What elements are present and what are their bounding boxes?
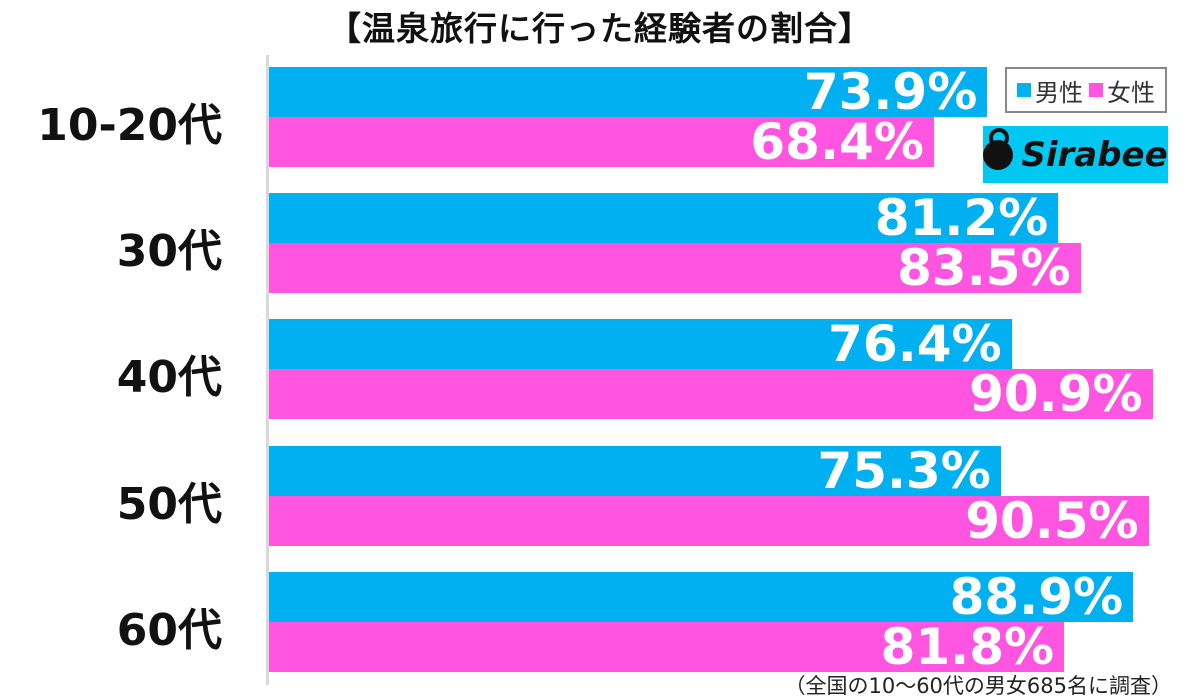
bar-value-label: 90.9%: [969, 365, 1143, 424]
category-label: 50代: [116, 478, 222, 530]
bar-value-label: 75.3%: [817, 441, 991, 500]
bar-female: 81.8%: [269, 618, 1065, 676]
bar-male: 76.4%: [269, 315, 1012, 373]
category-label: 40代: [116, 352, 222, 404]
footnote: （全国の10〜60代の男女685名に調査）: [784, 674, 1172, 698]
category-label: 10-20代: [37, 100, 222, 151]
bar-male: 81.2%: [269, 189, 1059, 247]
legend-label-male: 男性: [1035, 78, 1083, 107]
bar-male: 88.9%: [269, 568, 1134, 626]
logo-text: Sirabee: [1021, 134, 1168, 175]
legend-label-female: 女性: [1107, 78, 1155, 107]
bar-female: 90.5%: [269, 492, 1149, 550]
bar-male: 75.3%: [269, 442, 1001, 500]
bar-female: 90.9%: [269, 365, 1153, 423]
bar-female: 83.5%: [269, 239, 1081, 297]
bar-value-label: 76.4%: [828, 315, 1002, 374]
bar-value-label: 88.9%: [949, 567, 1124, 626]
bar-female: 68.4%: [269, 113, 934, 171]
chart-title: 【温泉旅行に行った経験者の割合】: [328, 9, 872, 48]
bar-value-label: 81.2%: [874, 189, 1049, 248]
legend-item-female: 女性: [1089, 73, 1155, 108]
bar-value-label: 81.8%: [880, 617, 1055, 676]
sirabee-mark-icon: [983, 127, 1014, 170]
legend-item-male: 男性: [1017, 73, 1083, 108]
sirabee-logo: Sirabee: [983, 126, 1168, 183]
category-label: 30代: [116, 226, 222, 278]
legend: 男性 女性: [1005, 67, 1167, 113]
bar-value-label: 68.4%: [750, 113, 924, 171]
bar-value-label: 90.5%: [965, 491, 1139, 550]
bar-value-label: 83.5%: [897, 239, 1071, 298]
y-axis-line: [266, 55, 269, 685]
bar-value-label: 73.9%: [803, 63, 978, 121]
bar-male: 73.9%: [269, 63, 988, 121]
category-label: 60代: [116, 604, 222, 656]
male-swatch-icon: [1017, 83, 1031, 97]
female-swatch-icon: [1089, 83, 1103, 97]
